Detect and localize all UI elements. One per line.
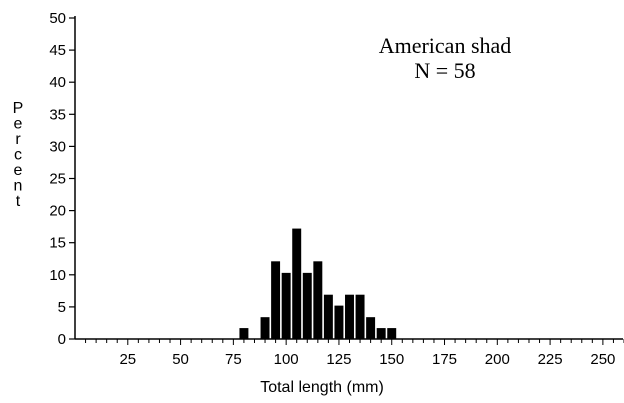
histogram-bar (302, 272, 312, 339)
x-tick-label: 100 (274, 351, 299, 368)
x-tick-label: 200 (485, 351, 510, 368)
histogram-bar (334, 305, 344, 339)
histogram-bar (345, 294, 354, 339)
histogram-bar (313, 261, 323, 339)
histogram-bar (355, 294, 365, 339)
bars (239, 228, 397, 339)
y-tick-label: 5 (58, 299, 66, 316)
x-tick-label: 50 (172, 351, 189, 368)
y-tick-label: 25 (49, 171, 66, 188)
y-tick-label: 40 (49, 74, 66, 91)
x-tick-label: 150 (379, 351, 404, 368)
y-tick-label: 0 (58, 331, 66, 348)
x-tick-label: 25 (119, 351, 136, 368)
x-tick-label: 225 (538, 351, 563, 368)
histogram-bar (271, 261, 281, 339)
x-axis: 25 50 75 100 125 150 175 200 225 250 (75, 338, 624, 368)
y-tick-label: 50 (49, 10, 66, 27)
y-tick-label: 30 (49, 138, 66, 155)
histogram-bar (239, 328, 249, 339)
histogram-bar (260, 317, 270, 339)
y-tick-label: 20 (49, 203, 66, 220)
x-axis-label: Total length (mm) (260, 379, 384, 396)
histogram-bar (323, 294, 333, 339)
histogram-bar (292, 228, 302, 339)
histogram-bar (376, 328, 386, 339)
x-tick-label: 125 (326, 351, 351, 368)
histogram-bar (366, 317, 376, 339)
sample-size-annotation: N = 58 (414, 58, 475, 83)
y-tick-label: 35 (49, 106, 66, 123)
y-axis: 0 5 10 15 20 25 30 35 40 45 50 (49, 10, 76, 348)
x-tick-label: 250 (590, 351, 615, 368)
y-tick-label: 15 (49, 235, 66, 252)
x-tick-label: 75 (225, 351, 242, 368)
species-annotation: American shad (379, 33, 512, 58)
histogram-bar (387, 328, 397, 339)
y-tick-label: 10 (49, 267, 66, 284)
x-tick-label: 175 (432, 351, 457, 368)
histogram-bar (281, 272, 291, 339)
y-tick-label: 45 (49, 42, 66, 59)
